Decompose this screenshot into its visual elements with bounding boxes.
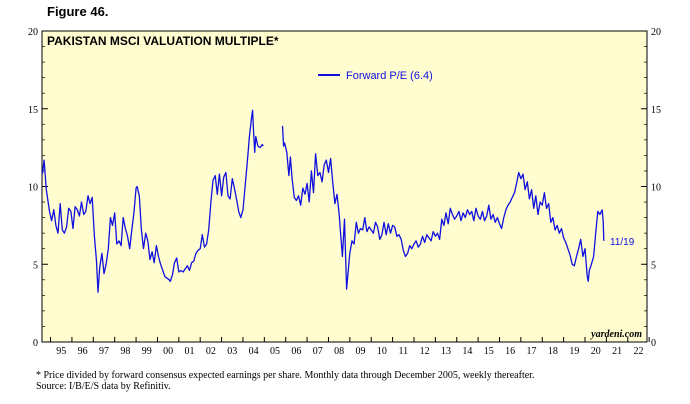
x-tick-label: 13 <box>441 346 451 357</box>
y-tick-label-right: 20 <box>651 27 661 38</box>
x-tick-label: 16 <box>505 346 515 357</box>
y-tick-label-left: 15 <box>28 105 38 116</box>
series-lines <box>41 109 605 293</box>
footnote-line-2: Source: I/B/E/S data by Refinitiv. <box>36 381 171 392</box>
x-tick-label: 08 <box>334 346 344 357</box>
legend: Forward P/E (6.4) <box>318 70 433 82</box>
y-tick-label-right: 5 <box>651 260 656 271</box>
y-tick-label-left: 5 <box>33 260 38 271</box>
plot-background <box>41 30 648 343</box>
x-tick-label: 22 <box>633 346 643 357</box>
x-tick-label: 17 <box>527 346 537 357</box>
x-tick-label: 19 <box>569 346 579 357</box>
y-axis-right: 0 5 10 15 20 <box>641 27 661 349</box>
x-tick-label: 21 <box>612 346 622 357</box>
x-tick-label: 00 <box>163 346 173 357</box>
y-tick-label-left: 0 <box>33 338 38 349</box>
end-annotation: 11/19 <box>610 237 635 248</box>
x-tick-label: 03 <box>227 346 237 357</box>
x-tick-label: 15 <box>484 346 494 357</box>
x-tick-label: 09 <box>356 346 366 357</box>
y-tick-label-left: 20 <box>28 27 38 38</box>
y-tick-label-right: 0 <box>651 338 656 349</box>
x-tick-label: 95 <box>56 346 66 357</box>
y-tick-label-left: 10 <box>28 183 38 194</box>
y-tick-label-right: 10 <box>651 183 661 194</box>
x-tick-label: 01 <box>185 346 195 357</box>
x-axis: 95 96 97 98 99 00 01 02 03 04 05 06 07 08 09 10 11 12 13 14… <box>50 337 650 357</box>
x-tick-label: 99 <box>142 346 152 357</box>
footnote: * Price divided by forward consensus exp… <box>36 370 534 392</box>
x-tick-label: 11 <box>398 346 408 357</box>
y-axis-left: 0 5 10 15 20 <box>28 27 48 349</box>
x-tick-label: 14 <box>462 346 472 357</box>
x-tick-label: 07 <box>313 346 323 357</box>
y-tick-label-right: 15 <box>651 105 661 116</box>
x-tick-label: 10 <box>377 346 387 357</box>
watermark: yardeni.com <box>590 329 642 340</box>
x-tick-label: 04 <box>249 346 259 357</box>
x-tick-label: 05 <box>270 346 280 357</box>
x-tick-label: 97 <box>99 346 109 357</box>
x-tick-label: 98 <box>120 346 130 357</box>
footnote-line-1: * Price divided by forward consensus exp… <box>36 370 535 381</box>
chart-title: PAKISTAN MSCI VALUATION MULTIPLE* <box>47 34 279 48</box>
x-tick-label: 12 <box>420 346 430 357</box>
series-line-segment <box>41 109 264 293</box>
legend-label: Forward P/E (6.4) <box>346 70 433 82</box>
figure-label: Figure 46. <box>47 4 109 19</box>
x-tick-label: 96 <box>78 346 88 357</box>
series-line-segment <box>281 125 605 290</box>
x-tick-label: 18 <box>548 346 558 357</box>
x-tick-label: 20 <box>591 346 601 357</box>
x-tick-label: 02 <box>206 346 216 357</box>
x-tick-label: 06 <box>291 346 301 357</box>
